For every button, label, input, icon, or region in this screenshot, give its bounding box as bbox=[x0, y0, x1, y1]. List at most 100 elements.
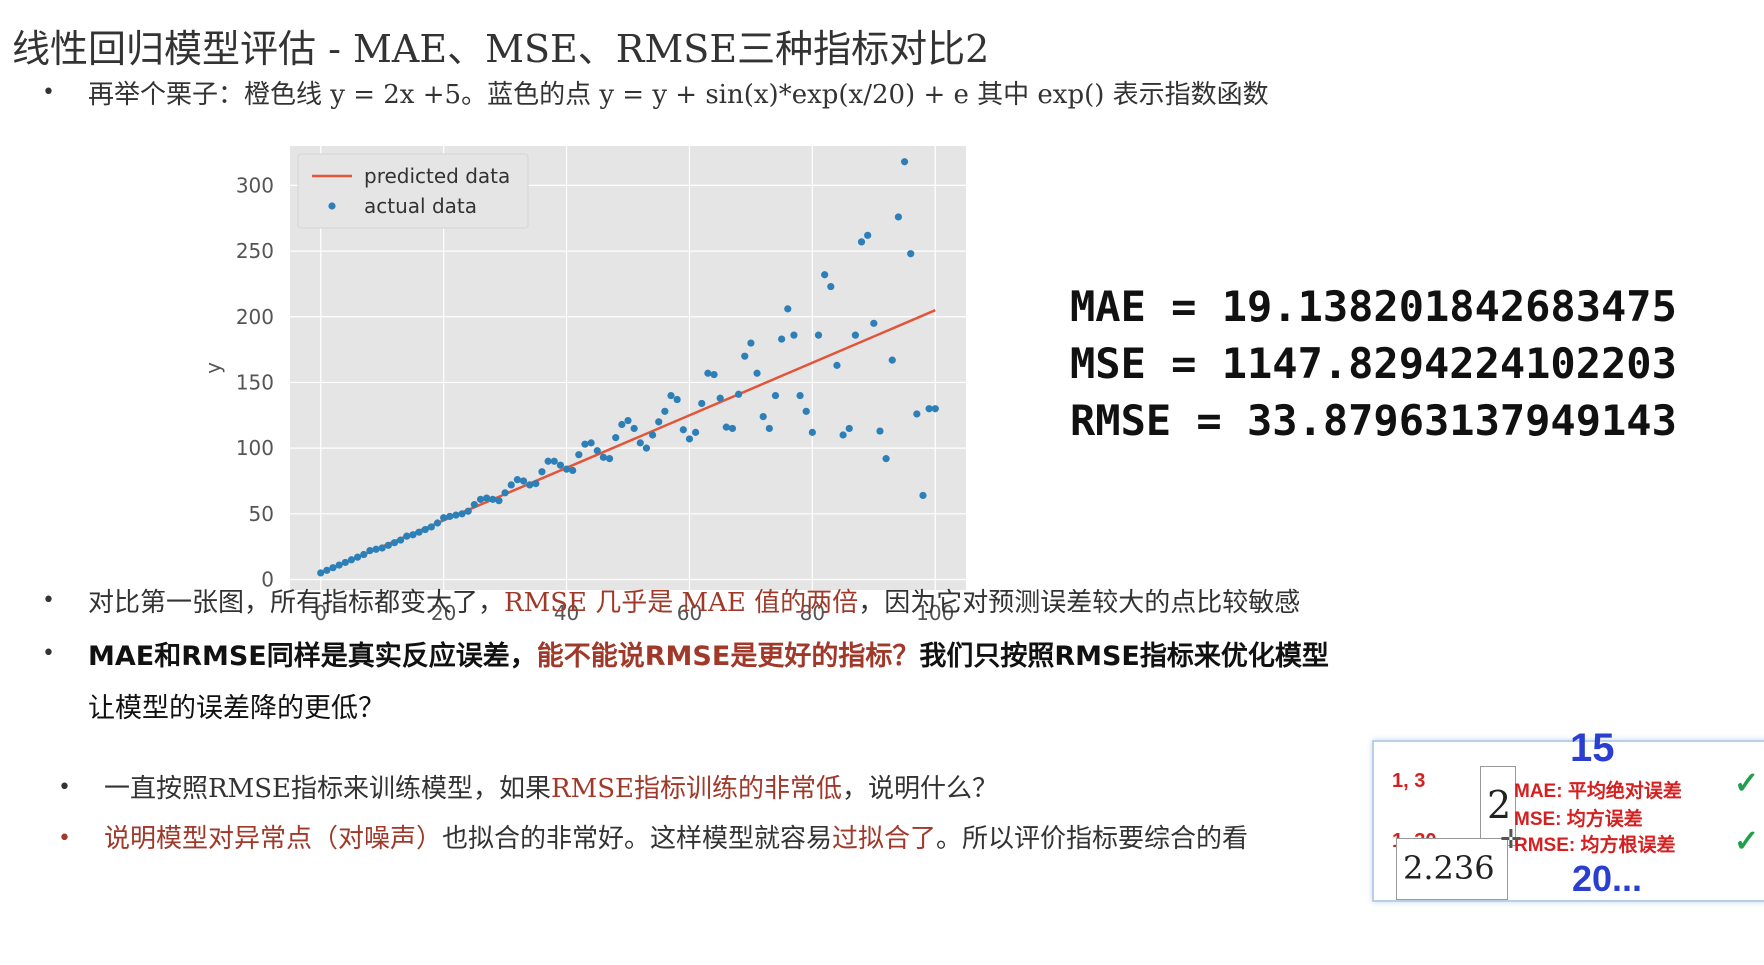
question-post: 我们只按照RMSE指标来优化模型 bbox=[919, 641, 1329, 672]
actual-data-point bbox=[648, 431, 657, 439]
actual-data-point bbox=[317, 569, 325, 577]
actual-data-point bbox=[489, 495, 497, 503]
actual-data-point bbox=[440, 514, 448, 522]
bullet-dot: • bbox=[42, 641, 55, 666]
actual-data-point bbox=[452, 511, 460, 519]
metrics-block: MAE = 19.138201842683475 MSE = 1147.82942… bbox=[1070, 278, 1677, 449]
answer-post: 。所以评价指标要综合的看 bbox=[936, 824, 1249, 854]
actual-data-point bbox=[778, 335, 786, 343]
actual-data-point bbox=[741, 352, 749, 360]
actual-data-point bbox=[446, 512, 454, 521]
note-rmse: RMSE: 均方根误差 bbox=[1514, 835, 1676, 856]
y-tick-label: 300 bbox=[236, 173, 274, 197]
y-tick-label: 200 bbox=[236, 305, 274, 329]
actual-data-point bbox=[323, 566, 331, 574]
actual-data-point bbox=[483, 494, 491, 502]
question-highlight: 能不能说RMSE是更好的指标？ bbox=[536, 641, 920, 672]
actual-data-point bbox=[519, 477, 528, 485]
note-mse: MSE: 均方误差 bbox=[1514, 809, 1643, 830]
actual-data-point bbox=[907, 250, 915, 258]
actual-data-point bbox=[366, 546, 374, 555]
actual-data-point bbox=[753, 369, 761, 377]
actual-data-point bbox=[692, 428, 700, 436]
note-1-3: 1, 3 bbox=[1392, 770, 1426, 792]
actual-data-point bbox=[685, 435, 694, 443]
x-tick-label: 60 bbox=[677, 601, 702, 625]
actual-data-point bbox=[704, 369, 712, 377]
actual-data-point bbox=[747, 339, 755, 347]
sub-question-highlight: RMSE指标训练的非常低 bbox=[551, 774, 842, 804]
sub-question-post: ，说明什么？ bbox=[842, 774, 999, 804]
actual-data-point bbox=[587, 439, 595, 447]
actual-data-point bbox=[421, 525, 429, 534]
answer-highlight-1: 说明模型对异常点（对噪声） bbox=[104, 824, 443, 854]
actual-data-point bbox=[562, 465, 571, 473]
bullet-dot: • bbox=[42, 588, 55, 613]
check-icon: ✓ bbox=[1734, 767, 1760, 800]
actual-data-point bbox=[839, 431, 847, 439]
note-15: 15 bbox=[1570, 726, 1615, 770]
actual-data-point bbox=[802, 407, 810, 415]
actual-data-point bbox=[919, 491, 927, 500]
rmse-value: RMSE = 33.87963137949143 bbox=[1070, 396, 1677, 445]
comparison-post: ，因为它对预测误差较大的点比较敏感 bbox=[858, 588, 1301, 618]
comparison-text: 对比第一张图，所有指标都变大了，RMSE 几乎是 MAE 值的两倍，因为它对预测… bbox=[88, 582, 1300, 619]
legend-dot-swatch bbox=[328, 202, 336, 210]
actual-data-point bbox=[655, 418, 663, 426]
question-text: MAE和RMSE同样是真实反应误差，能不能说RMSE是更好的指标？我们只按照RM… bbox=[88, 634, 1329, 673]
mse-value: MSE = 1147.8294224102203 bbox=[1070, 339, 1677, 388]
actual-data-point bbox=[870, 319, 878, 327]
actual-data-point bbox=[913, 410, 921, 418]
actual-data-point bbox=[821, 271, 829, 279]
y-axis-label: y bbox=[201, 362, 225, 374]
actual-data-point bbox=[661, 407, 669, 415]
note-mae: MAE: 平均绝对误差 bbox=[1514, 781, 1682, 802]
answer-mid: 也拟合的非常好。这样模型就容易 bbox=[442, 824, 833, 854]
actual-data-point bbox=[372, 545, 380, 553]
actual-data-point bbox=[581, 440, 589, 448]
actual-data-point bbox=[347, 556, 356, 564]
cursor-icon: ✛ bbox=[1500, 824, 1522, 854]
sub-bullet-dot: • bbox=[58, 775, 71, 800]
actual-data-point bbox=[790, 331, 798, 339]
legend-label-actual: actual data bbox=[364, 194, 477, 218]
actual-data-point bbox=[624, 416, 632, 425]
legend-box bbox=[297, 153, 529, 229]
actual-data-point bbox=[900, 158, 909, 166]
comparison-pre: 对比第一张图，所有指标都变大了， bbox=[88, 588, 505, 618]
actual-data-point bbox=[876, 427, 884, 435]
sub-bullet-dot-red: • bbox=[58, 826, 71, 851]
slide-title: 线性回归模型评估 - MAE、MSE、RMSE三种指标对比2 bbox=[12, 27, 990, 71]
answer-text: 说明模型对异常点（对噪声）也拟合的非常好。这样模型就容易过拟合了。所以评价指标要… bbox=[104, 818, 1248, 855]
actual-data-point bbox=[390, 539, 399, 547]
actual-data-point bbox=[397, 536, 405, 544]
actual-data-point bbox=[673, 395, 681, 404]
actual-data-point bbox=[329, 564, 337, 572]
actual-data-point bbox=[728, 424, 737, 433]
actual-data-point bbox=[833, 361, 841, 369]
actual-data-point bbox=[864, 231, 872, 239]
actual-data-point bbox=[642, 444, 651, 452]
actual-data-point bbox=[851, 331, 859, 339]
actual-data-point bbox=[722, 423, 730, 431]
actual-data-point bbox=[857, 238, 866, 246]
actual-data-point bbox=[470, 501, 478, 509]
question-text-line2: 让模型的误差降的更低？ bbox=[88, 693, 385, 724]
y-tick-label: 100 bbox=[236, 436, 274, 460]
actual-data-point bbox=[796, 391, 804, 400]
actual-data-point bbox=[894, 213, 903, 221]
bullet-dot: • bbox=[42, 80, 55, 105]
annotation-overlay: 1, 3 2 1, 30 2.236 15 MAE: 平均绝对误差 MSE: 均… bbox=[1372, 726, 1764, 902]
actual-data-point bbox=[759, 413, 767, 421]
actual-data-point bbox=[618, 420, 626, 429]
actual-data-point bbox=[409, 531, 417, 539]
actual-data-point bbox=[710, 370, 718, 379]
actual-data-point bbox=[569, 466, 577, 475]
actual-data-point bbox=[341, 558, 349, 567]
note-2: 2 bbox=[1487, 783, 1512, 827]
y-tick-label: 0 bbox=[261, 567, 274, 591]
actual-data-point bbox=[882, 455, 890, 463]
actual-data-point bbox=[507, 481, 515, 489]
x-tick-label: 20 bbox=[431, 601, 456, 625]
